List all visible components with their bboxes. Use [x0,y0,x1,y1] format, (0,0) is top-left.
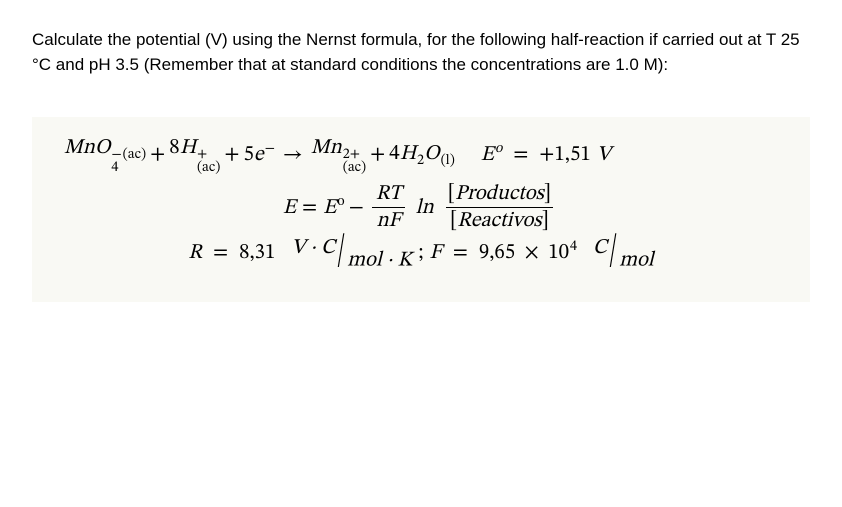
ln: ln [416,195,434,221]
standard-potential: Eo = +1,51V [481,142,611,168]
equation-panel: MnO−4(ac) + 8H+(ac) + 5e− → Mn2+(ac) + 4… [32,117,810,302]
nernst-E: E [283,195,296,221]
nernst-E0: Eo [323,195,345,221]
species-h2o: 4H2O(l) [389,141,455,168]
frac-Q: [Productos] [Reactivos] [444,183,555,232]
frac-RT-nF: RT nF [372,183,406,232]
constants-row: R = 8,31 V · C / mol · K ; F = 9,65 × 10… [56,240,786,266]
species-mn2: Mn2+(ac) [311,135,366,175]
const-F: F = 9,65 × 104 C / mol [429,240,653,266]
problem-statement: Calculate the potential (V) using the Ne… [32,28,810,77]
const-R: R = 8,31 V · C / mol · K [188,240,412,266]
half-reaction-row: MnO−4(ac) + 8H+(ac) + 5e− → Mn2+(ac) + 4… [56,135,786,175]
nernst-equation-row: E = Eo − RT nF ln [Productos] [Reactivos… [56,183,786,232]
species-electron: 5e− [243,142,274,168]
species-h-plus: 8H+(ac) [169,135,220,175]
species-mno4: MnO−4(ac) [64,135,146,175]
